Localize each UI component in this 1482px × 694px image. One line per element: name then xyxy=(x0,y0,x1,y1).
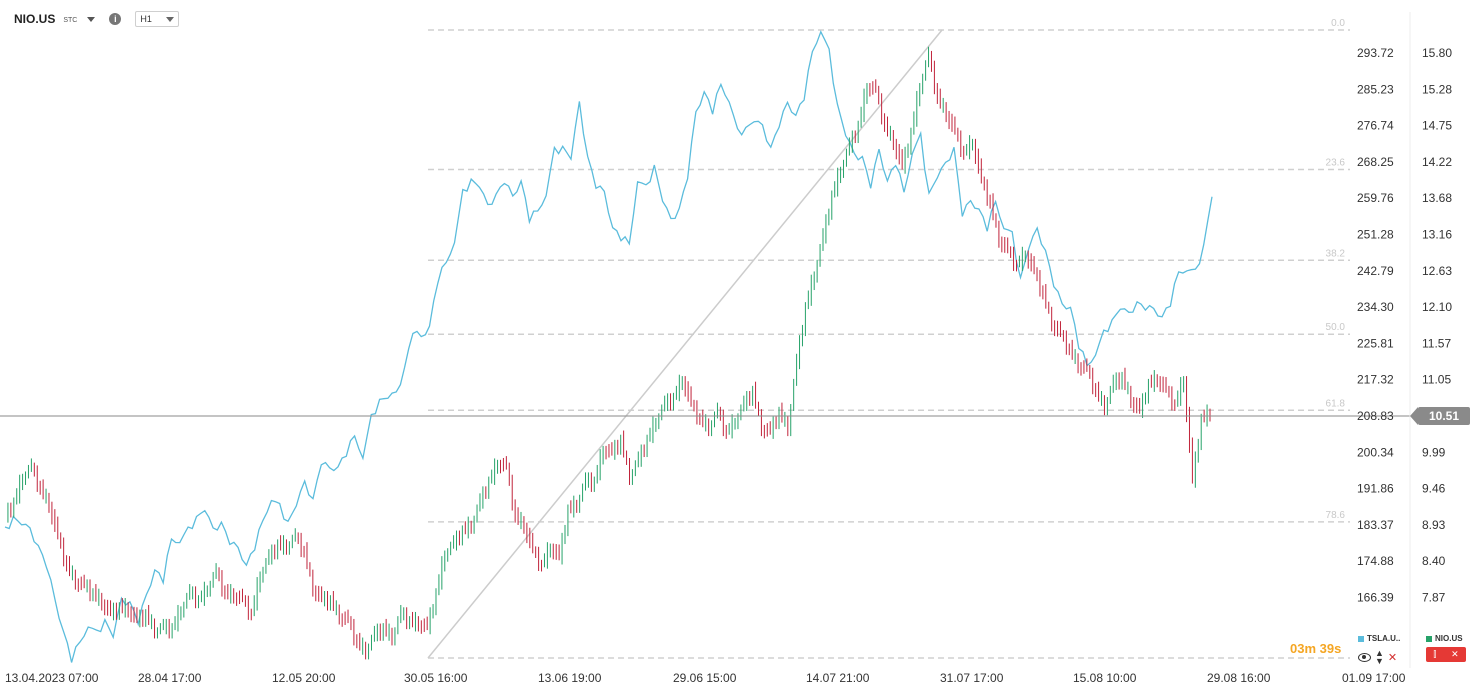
tsla-axis-tick: 234.30 xyxy=(1357,300,1394,314)
nio-series-controls[interactable]: ⫿ ✕ xyxy=(1426,647,1466,662)
nio-axis-tick: 9.99 xyxy=(1422,445,1446,459)
fib-level-label: 61.8 xyxy=(1326,398,1346,409)
chart-toolbar: NIO.US STC i H1 xyxy=(14,10,180,28)
time-axis-tick: 13.06 19:00 xyxy=(538,671,602,685)
visibility-eye-icon[interactable] xyxy=(1358,652,1371,662)
symbol-dropdown-icon[interactable] xyxy=(87,16,96,22)
legend-label-nio: NIO.US xyxy=(1435,634,1463,643)
tsla-line-series xyxy=(4,30,1213,663)
tsla-controls: ▲ ▼ ✕ xyxy=(1358,648,1398,666)
tsla-axis-tick: 166.39 xyxy=(1357,591,1394,605)
tsla-axis-tick: 217.32 xyxy=(1357,373,1394,387)
time-axis-tick: 30.05 16:00 xyxy=(404,671,468,685)
nio-axis-tick: 7.87 xyxy=(1422,591,1446,605)
timeframe-value: H1 xyxy=(140,14,152,24)
nio-axis-tick: 8.93 xyxy=(1422,518,1446,532)
reorder-updown-icon[interactable]: ▲ ▼ xyxy=(1375,648,1384,666)
tsla-axis-tick: 174.88 xyxy=(1357,554,1394,568)
tsla-axis-tick: 225.81 xyxy=(1357,336,1394,350)
time-axis-tick: 01.09 17:00 xyxy=(1342,671,1406,685)
tsla-axis-tick: 259.76 xyxy=(1357,191,1394,205)
time-axis-tick: 28.04 17:00 xyxy=(138,671,202,685)
time-axis-tick: 12.05 20:00 xyxy=(272,671,336,685)
tsla-axis-tick: 251.28 xyxy=(1357,228,1394,242)
time-axis-tick: 31.07 17:00 xyxy=(940,671,1004,685)
tsla-axis-tick: 293.72 xyxy=(1357,46,1394,60)
nio-axis-tick: 11.05 xyxy=(1422,373,1451,387)
time-axis-tick: 29.08 16:00 xyxy=(1207,671,1271,685)
nio-candle-series xyxy=(7,46,1211,660)
tsla-axis-tick: 242.79 xyxy=(1357,264,1394,278)
nio-axis-tick: 8.40 xyxy=(1422,554,1446,568)
info-icon[interactable]: i xyxy=(109,13,122,25)
remove-series-close-icon[interactable]: ✕ xyxy=(1387,651,1398,664)
remove-nio-close-icon[interactable]: ✕ xyxy=(1451,649,1459,659)
tsla-axis-tick: 208.83 xyxy=(1357,409,1394,423)
tsla-axis-tick: 276.74 xyxy=(1357,119,1394,133)
time-axis[interactable]: 13.04.2023 07:00 28.04 17:00 12.05 20:00 30… xyxy=(5,671,1406,685)
fibonacci-retracement[interactable]: 0.0 23.6 38.2 50.0 61.8 78.6 xyxy=(428,18,1350,659)
tsla-line xyxy=(4,30,1213,663)
chevron-down-icon xyxy=(166,16,175,22)
legend-label-tsla: TSLA.U.. xyxy=(1367,634,1401,643)
nio-axis-tick: 14.22 xyxy=(1422,155,1452,169)
fib-level-label: 78.6 xyxy=(1326,510,1346,521)
price-axes[interactable]: 293.72 285.23 276.74 268.25 259.76 251.28 242.… xyxy=(1357,12,1452,668)
nio-axis-tick: 15.28 xyxy=(1422,82,1452,96)
nio-axis-tick: 13.16 xyxy=(1422,228,1452,242)
time-axis-tick: 13.04.2023 07:00 xyxy=(5,671,99,685)
time-axis-tick: 15.08 10:00 xyxy=(1073,671,1137,685)
nio-axis-tick: 9.46 xyxy=(1422,482,1446,496)
legend-item-tsla[interactable]: TSLA.U.. xyxy=(1358,634,1400,643)
fib-level-label: 23.6 xyxy=(1326,158,1346,169)
tsla-axis-tick: 200.34 xyxy=(1357,445,1394,459)
fib-level-label: 0.0 xyxy=(1331,18,1345,29)
current-price-badge: 10.51 xyxy=(1410,407,1470,425)
tsla-axis-tick: 183.37 xyxy=(1357,518,1394,532)
legend-swatch-nio xyxy=(1426,635,1432,642)
symbol-type: STC xyxy=(63,17,78,24)
legend-item-nio[interactable]: NIO.US xyxy=(1426,634,1463,643)
time-axis-tick: 14.07 21:00 xyxy=(806,671,870,685)
nio-axis-tick: 13.68 xyxy=(1422,191,1452,205)
nio-axis-tick: 12.10 xyxy=(1422,300,1452,314)
legend-swatch-tsla xyxy=(1358,635,1364,642)
nio-axis-tick: 15.80 xyxy=(1422,46,1452,60)
symbol-name[interactable]: NIO.US xyxy=(14,12,56,26)
fibonacci-trend-line[interactable] xyxy=(427,29,943,659)
tsla-axis-tick: 285.23 xyxy=(1357,82,1394,96)
nio-axis-tick: 14.75 xyxy=(1422,119,1452,133)
fib-level-label: 50.0 xyxy=(1326,322,1346,333)
nio-axis-tick: 12.63 xyxy=(1422,264,1452,278)
timeframe-select[interactable]: H1 xyxy=(135,11,180,27)
time-axis-tick: 29.06 15:00 xyxy=(673,671,737,685)
nio-axis-tick: 11.57 xyxy=(1422,336,1451,350)
candle-countdown-timer: 03m 39s xyxy=(1290,641,1342,656)
tsla-axis-tick: 191.86 xyxy=(1357,482,1394,496)
tsla-axis-tick: 268.25 xyxy=(1357,155,1394,169)
candle-type-icon[interactable]: ⫿ xyxy=(1433,649,1437,659)
fib-level-label: 38.2 xyxy=(1326,248,1346,259)
